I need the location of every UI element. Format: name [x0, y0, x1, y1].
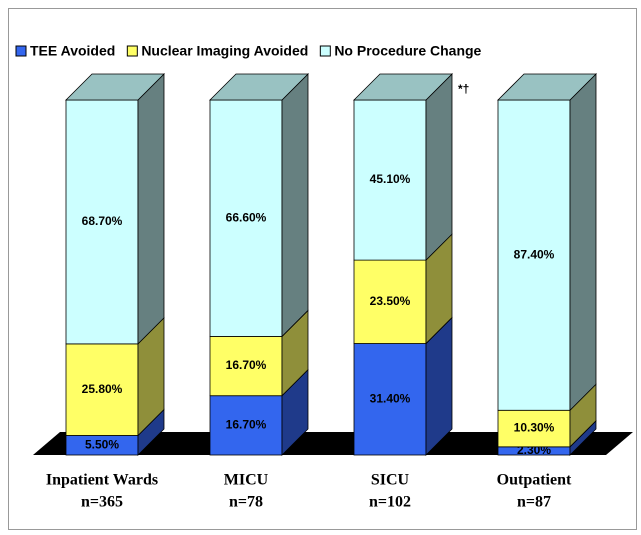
bar-top — [497, 73, 597, 101]
bar-segment — [497, 409, 571, 448]
bar-segment — [65, 343, 139, 436]
value-label: 31.40% — [370, 391, 411, 405]
value-label: 10.30% — [514, 421, 555, 435]
sample-size-label: n=102 — [369, 494, 411, 511]
floor — [33, 432, 633, 455]
value-label: 45.10% — [370, 172, 411, 186]
value-label: 23.50% — [370, 294, 411, 308]
value-label: 25.80% — [82, 382, 123, 396]
x-tick-label: Inpatient Wards — [46, 472, 158, 489]
bar-side — [281, 73, 309, 338]
value-label: 68.70% — [82, 214, 123, 228]
legend-label: Nuclear Imaging Avoided — [141, 43, 308, 59]
x-tick-label: MICU — [224, 472, 269, 489]
sample-size-label: n=365 — [81, 494, 123, 511]
x-tick-label: Outpatient — [497, 472, 572, 489]
value-label: 16.70% — [226, 358, 267, 372]
sample-size-label: n=78 — [229, 494, 263, 511]
x-tick-label: SICU — [371, 472, 410, 489]
bar-segment — [209, 336, 283, 397]
bar-top — [209, 73, 309, 101]
value-label: 16.70% — [226, 418, 267, 432]
bar-segment — [353, 343, 427, 456]
sample-size-label: n=87 — [517, 494, 551, 511]
annotation: *† — [458, 82, 469, 96]
legend-label: TEE Avoided — [30, 43, 115, 59]
bar-segment — [497, 99, 571, 411]
legend-swatch — [15, 45, 27, 57]
bar-top — [353, 73, 453, 101]
bar-side — [425, 73, 453, 262]
bar-top — [65, 73, 165, 101]
bar-side — [569, 73, 597, 412]
value-label: 87.40% — [514, 247, 555, 261]
legend-swatch — [126, 45, 138, 57]
bar-segment — [353, 259, 427, 344]
legend-swatch — [319, 45, 331, 57]
bar-side — [137, 73, 165, 345]
value-label: 5.50% — [85, 437, 119, 451]
bar-segment — [353, 99, 427, 261]
value-label: 66.60% — [226, 210, 267, 224]
bar-segment — [209, 99, 283, 337]
legend-label: No Procedure Change — [334, 43, 481, 59]
